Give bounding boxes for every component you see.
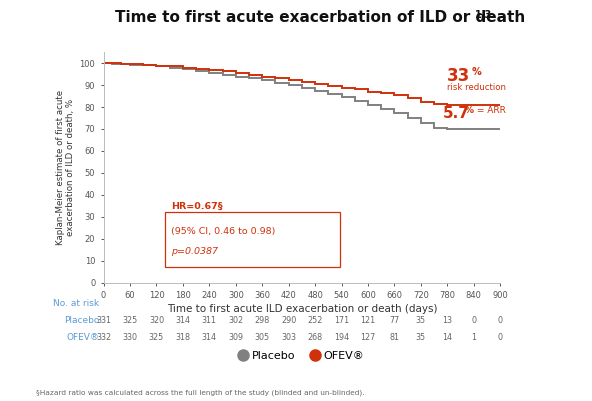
Text: 268: 268: [308, 333, 323, 342]
Text: 33: 33: [447, 67, 470, 85]
Text: 127: 127: [361, 333, 376, 342]
Text: 332: 332: [96, 333, 111, 342]
Text: 325: 325: [149, 333, 164, 342]
X-axis label: Time to first acute ILD exacerbation or death (days): Time to first acute ILD exacerbation or …: [167, 304, 437, 314]
Text: 77: 77: [390, 316, 400, 325]
Text: 303: 303: [281, 333, 296, 342]
Text: 0: 0: [498, 316, 503, 325]
Text: 331: 331: [96, 316, 111, 325]
Text: 330: 330: [123, 333, 137, 342]
Text: 0: 0: [498, 333, 503, 342]
Text: 5.7: 5.7: [443, 106, 469, 122]
Text: 194: 194: [334, 333, 349, 342]
Text: (95% CI, 0.46 to 0.98): (95% CI, 0.46 to 0.98): [171, 227, 275, 236]
Text: Time to first acute exacerbation of ILD or death: Time to first acute exacerbation of ILD …: [115, 10, 525, 25]
Text: 1: 1: [471, 333, 477, 342]
Text: %: %: [471, 67, 481, 77]
Text: HR=0.67§: HR=0.67§: [171, 202, 223, 211]
Text: 35: 35: [416, 316, 426, 325]
Text: 13: 13: [442, 316, 452, 325]
Text: 121: 121: [361, 316, 375, 325]
Text: 171: 171: [334, 316, 349, 325]
Text: risk reduction: risk reduction: [447, 83, 506, 92]
Text: 314: 314: [175, 316, 191, 325]
Text: 305: 305: [255, 333, 270, 342]
Text: = ARR: = ARR: [474, 106, 506, 115]
FancyBboxPatch shape: [165, 213, 340, 267]
Text: 290: 290: [281, 316, 297, 325]
Text: 320: 320: [149, 316, 164, 325]
Text: 81: 81: [390, 333, 400, 342]
Text: 252: 252: [307, 316, 323, 325]
Text: 302: 302: [229, 316, 243, 325]
Text: 311: 311: [202, 316, 217, 325]
Text: Placebo: Placebo: [64, 316, 99, 325]
Text: No. at risk: No. at risk: [53, 299, 99, 308]
Text: 314: 314: [202, 333, 217, 342]
Text: 14: 14: [442, 333, 452, 342]
Text: p=0.0387: p=0.0387: [171, 247, 218, 256]
Text: §Hazard ratio was calculated across the full length of the study (blinded and un: §Hazard ratio was calculated across the …: [36, 390, 364, 396]
Text: 309: 309: [229, 333, 243, 342]
Text: 1,3: 1,3: [475, 10, 493, 20]
Text: 298: 298: [255, 316, 270, 325]
Y-axis label: Kaplan-Meier estimate of first acute
exacerbation of ILD or death, %: Kaplan-Meier estimate of first acute exa…: [56, 90, 75, 245]
Text: %: %: [465, 106, 474, 115]
Text: 318: 318: [175, 333, 191, 342]
Text: OFEV®: OFEV®: [66, 333, 99, 342]
Text: 35: 35: [416, 333, 426, 342]
Legend: Placebo, OFEV®: Placebo, OFEV®: [235, 346, 369, 365]
Text: 325: 325: [123, 316, 138, 325]
Text: 0: 0: [471, 316, 477, 325]
